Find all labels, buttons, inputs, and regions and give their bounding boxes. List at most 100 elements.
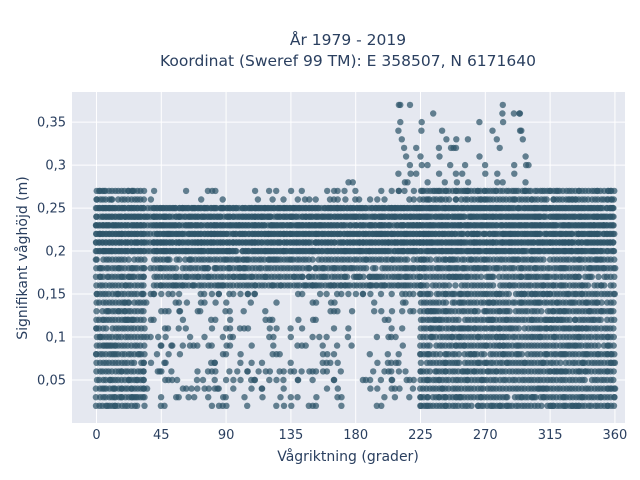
data-point [417,359,425,366]
data-point [522,153,529,160]
data-point [410,187,418,195]
data-point [223,402,230,409]
data-point [140,368,147,375]
data-point [496,299,503,306]
data-point [511,170,518,177]
data-point [201,333,208,341]
data-point [509,204,516,212]
data-point [165,308,172,315]
data-point [179,342,186,349]
data-point [266,325,273,332]
data-point [372,265,379,272]
data-point [316,290,324,298]
data-point [402,299,409,306]
data-point [344,333,352,341]
data-point [337,368,344,375]
data-point [362,204,370,212]
data-point [410,290,417,298]
data-point [237,290,244,298]
data-point [140,282,147,289]
data-point [610,290,617,298]
data-point [395,187,403,195]
data-point [185,394,192,401]
data-point [124,299,132,306]
data-point [232,204,240,212]
data-point [244,402,251,409]
data-point [374,196,381,203]
data-point [140,247,148,255]
data-point [430,222,437,229]
data-point [522,187,530,195]
data-point [323,333,330,341]
data-point [395,351,402,358]
data-point [323,385,331,392]
data-point [373,402,380,409]
data-point [140,308,147,315]
data-point [288,402,295,409]
data-point [198,222,205,229]
data-point [155,333,162,341]
data-point [186,333,194,341]
x-tick-label: 45 [153,428,170,443]
data-point [333,342,341,349]
data-point [199,376,207,384]
data-point [401,187,408,195]
data-point [378,402,385,409]
data-point [366,351,373,358]
data-point [280,402,288,409]
data-point [610,325,617,332]
data-point [417,282,424,289]
data-point [237,376,244,384]
data-point [511,161,518,169]
data-point [611,316,618,323]
data-point [388,290,395,298]
data-point [417,153,424,160]
data-point [374,385,381,392]
x-tick-labels: 0 45 90 135 180 225 270 315 360 [92,428,627,443]
data-point [298,368,305,375]
data-point [397,118,404,126]
y-tick-labels: 0,050,10,150,20,250,30,35 [37,116,66,389]
data-point [410,308,417,315]
data-point [280,385,287,392]
data-point [436,196,444,203]
data-point [147,196,155,203]
data-point [398,136,405,143]
data-point [461,239,468,246]
data-point [372,282,379,289]
data-point [208,342,215,349]
data-point [360,273,367,280]
data-point [610,213,617,220]
data-point [338,290,345,298]
data-point [445,282,453,289]
data-point [438,127,446,134]
data-point [584,282,592,289]
data-point [424,179,431,186]
data-point [287,325,294,332]
data-point [305,265,313,272]
data-point [452,282,459,289]
data-point [416,230,424,238]
data-point [510,110,518,117]
data-point [611,394,618,401]
data-point [541,247,548,255]
data-point [458,247,465,255]
data-point [474,230,481,238]
data-point [273,299,280,306]
data-point [366,376,374,384]
data-point [417,265,424,272]
data-point [244,325,252,332]
data-point [516,110,524,117]
data-point [130,359,138,366]
data-point [293,213,300,220]
data-point [410,376,417,384]
data-point [418,118,425,126]
data-point [363,265,370,272]
data-point [99,273,107,280]
data-point [197,308,204,315]
data-point [381,196,388,203]
data-point [312,368,320,375]
data-point [601,282,608,289]
data-point [395,127,402,134]
data-point [141,402,148,409]
